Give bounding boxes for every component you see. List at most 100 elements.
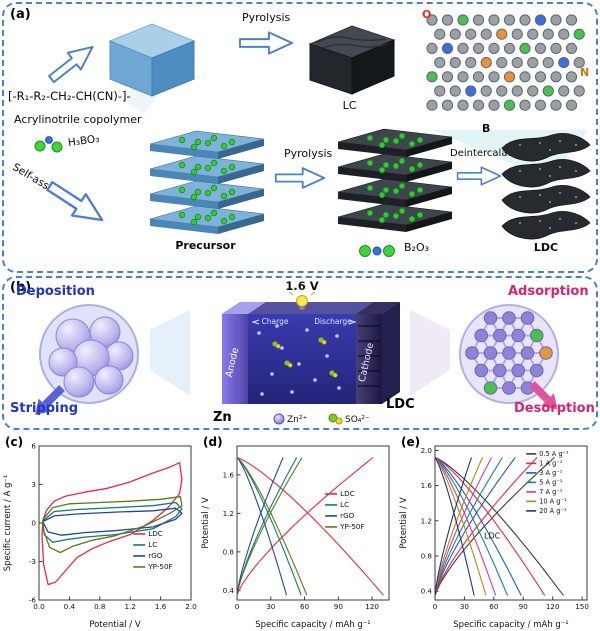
svg-text:0: 0 xyxy=(31,519,36,528)
so4-ion-label: SO₄²⁻ xyxy=(345,415,370,425)
panel-b-beam-background xyxy=(150,310,450,396)
cv-curves-chart: (c) 0.0 0.4 0.8 1.2 1.6 2.0 -6 -3 0 3 6 Potential /… xyxy=(2,434,200,631)
b2o3-label: B₂O₃ xyxy=(404,241,430,254)
svg-text:rGO: rGO xyxy=(148,551,163,560)
zinc-capacitor-cell-illustration: 1.6 V Charge Discharge Anode Cathode Zn … xyxy=(213,279,415,425)
svg-text:0.4: 0.4 xyxy=(223,586,235,595)
svg-text:1 A g⁻¹: 1 A g⁻¹ xyxy=(539,460,563,468)
copolymer-cube-illustration xyxy=(108,23,196,97)
arrow-right-icon xyxy=(456,165,502,187)
pyrolysis-top-label: Pyrolysis xyxy=(242,11,291,24)
svg-text:YP-50F: YP-50F xyxy=(339,522,364,531)
svg-text:1.6: 1.6 xyxy=(421,481,433,490)
bulb-icon xyxy=(296,295,308,307)
desorption-arrow-icon xyxy=(529,381,558,410)
copolymer-name: Acrylinotrile copolymer xyxy=(14,113,142,126)
ldc-sheets-illustration xyxy=(501,133,591,240)
svg-text:3: 3 xyxy=(31,480,36,489)
svg-text:60: 60 xyxy=(489,602,499,611)
svg-text:0.4: 0.4 xyxy=(421,587,433,596)
svg-text:YP-50F: YP-50F xyxy=(147,562,172,571)
svg-text:LDC: LDC xyxy=(340,489,355,498)
svg-text:90: 90 xyxy=(334,602,344,611)
deposition-label: Deposition xyxy=(16,284,95,299)
svg-text:2.0: 2.0 xyxy=(421,446,433,455)
svg-text:Specific current / A g⁻¹: Specific current / A g⁻¹ xyxy=(3,475,13,572)
svg-text:150: 150 xyxy=(575,602,589,611)
svg-text:0.8: 0.8 xyxy=(94,602,106,611)
zn-deposition-zoom-illustration xyxy=(35,304,139,415)
svg-text:LDC: LDC xyxy=(148,529,163,538)
precursor-stack-illustration xyxy=(149,130,265,234)
rate-gcd-chart: (e) 0 30 60 90 120 150 0.4 0.8 1.2 1.6 2.0 Specific… xyxy=(398,434,596,631)
svg-text:1.2: 1.2 xyxy=(124,602,135,611)
svg-text:LC: LC xyxy=(148,540,157,549)
voltage-label: 1.6 V xyxy=(285,279,318,293)
svg-text:5 A g⁻¹: 5 A g⁻¹ xyxy=(539,479,563,487)
panel-b-label: (b) xyxy=(10,280,32,295)
intercalated-stack-illustration xyxy=(337,128,453,232)
svg-text:0.0: 0.0 xyxy=(33,602,45,611)
graphene-lattice-illustration: O N B xyxy=(422,8,589,135)
svg-text:Specific capacity / mAh g⁻¹: Specific capacity / mAh g⁻¹ xyxy=(453,620,568,630)
svg-text:20 A g⁻¹: 20 A g⁻¹ xyxy=(539,507,567,515)
desorption-label: Desorption xyxy=(514,401,595,416)
precursor-label: Precursor xyxy=(175,239,236,252)
h3bo3-molecule-icon xyxy=(34,136,63,153)
cv-chart-plot: 0.0 0.4 0.8 1.2 1.6 2.0 -6 -3 0 3 6 Potential / V Sp… xyxy=(3,442,197,631)
rate-chart-plot: 0 30 60 90 120 150 0.4 0.8 1.2 1.6 2.0 Specific cap… xyxy=(399,445,589,630)
panel-c-label: (c) xyxy=(5,435,24,449)
svg-text:0: 0 xyxy=(235,602,240,611)
svg-text:0.5 A g⁻¹: 0.5 A g⁻¹ xyxy=(539,450,569,458)
zn-electrode-label: Zn xyxy=(213,410,232,425)
lc-label: LC xyxy=(342,99,357,112)
ldc-adsorption-zoom-illustration xyxy=(459,304,559,410)
svg-text:1.6: 1.6 xyxy=(223,470,235,479)
gcd-comparison-chart: (d) 0 30 60 90 120 0.4 0.8 1.2 1.6 Specific capac… xyxy=(200,434,398,631)
svg-text:3 A g⁻¹: 3 A g⁻¹ xyxy=(539,469,563,477)
panel-a-synthesis-scheme: (a) Pyrolysis LC O N B xyxy=(2,2,598,273)
svg-text:120: 120 xyxy=(365,602,379,611)
charge-label: Charge xyxy=(262,317,289,326)
oxygen-label: O xyxy=(422,8,431,21)
arrow-up-right-icon xyxy=(42,36,102,91)
svg-text:LDC: LDC xyxy=(484,531,501,540)
svg-text:-3: -3 xyxy=(29,557,36,566)
b2o3-molecule-icon xyxy=(359,245,395,257)
svg-text:60: 60 xyxy=(300,602,310,611)
svg-text:0.8: 0.8 xyxy=(421,552,433,561)
svg-text:120: 120 xyxy=(546,602,560,611)
gcd-chart-plot: 0 30 60 90 120 0.4 0.8 1.2 1.6 Specific capacity … xyxy=(201,445,390,630)
panel-b-device-scheme: (b) Deposition Stripping xyxy=(2,276,598,430)
stripping-label: Stripping xyxy=(10,401,79,416)
arrow-right-icon xyxy=(238,30,294,56)
svg-text:rGO: rGO xyxy=(340,511,355,520)
svg-text:LC: LC xyxy=(340,500,349,509)
svg-text:-6: -6 xyxy=(29,596,37,605)
svg-text:90: 90 xyxy=(519,602,529,611)
svg-text:1.6: 1.6 xyxy=(155,602,167,611)
zn-ion-icon xyxy=(273,413,285,425)
copolymer-formula: [-R₁-R₂-CH₂-CH(CN)-]- xyxy=(8,89,131,103)
boron-label: B xyxy=(482,122,490,135)
pyrolysis-bottom-label: Pyrolysis xyxy=(284,147,333,160)
svg-text:7 A g⁻¹: 7 A g⁻¹ xyxy=(539,488,563,496)
svg-text:30: 30 xyxy=(266,602,276,611)
svg-text:0.4: 0.4 xyxy=(64,602,76,611)
self-assembly-arrow-icon xyxy=(39,172,112,234)
svg-text:Potential / V: Potential / V xyxy=(201,497,211,549)
adsorption-label: Adsorption xyxy=(508,284,589,299)
svg-text:Potential / V: Potential / V xyxy=(89,620,141,630)
nitrogen-label: N xyxy=(580,66,589,79)
svg-text:0: 0 xyxy=(433,602,438,611)
panel-a-label: (a) xyxy=(10,7,31,22)
svg-text:Potential / V: Potential / V xyxy=(399,497,409,549)
svg-text:0.8: 0.8 xyxy=(223,547,235,556)
panel-d-label: (d) xyxy=(203,435,223,449)
discharge-label: Discharge xyxy=(314,317,352,326)
panel-e-label: (e) xyxy=(401,435,421,449)
ldc-electrode-label: LDC xyxy=(386,397,415,412)
svg-text:1.2: 1.2 xyxy=(223,509,234,518)
lc-cube-illustration xyxy=(308,25,396,95)
svg-text:1.2: 1.2 xyxy=(421,516,432,525)
